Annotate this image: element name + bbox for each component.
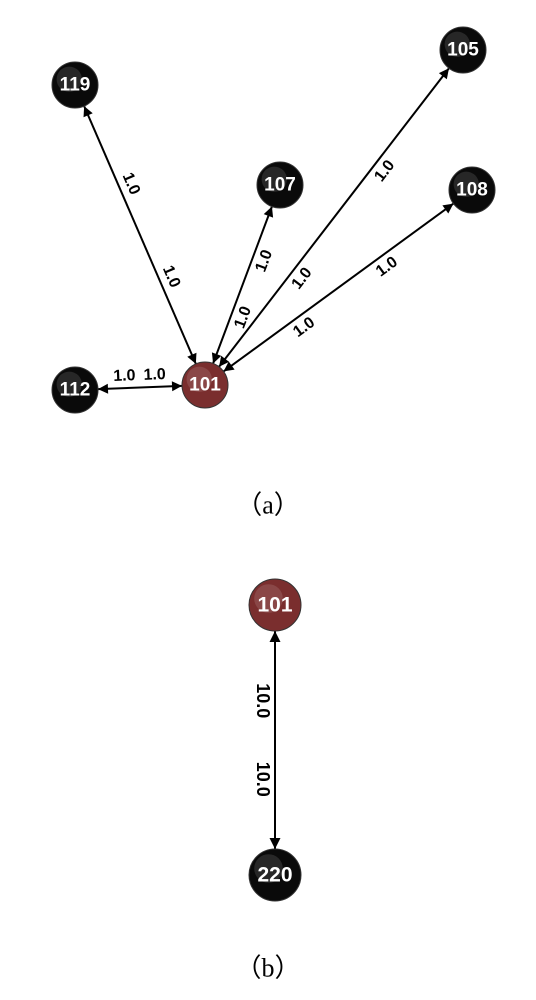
arrowhead	[442, 204, 453, 214]
edge-weight-label: 1.0	[113, 367, 136, 385]
edge-weight-label: 1.0	[371, 157, 398, 185]
node-label: 112	[60, 380, 91, 401]
edge	[98, 386, 182, 389]
arrowhead	[172, 381, 182, 391]
arrowhead	[270, 838, 281, 849]
node-label: 105	[447, 40, 479, 61]
diagram-container: 1.01.01.01.01.01.01.01.01.01.01011121191…	[0, 0, 536, 1000]
edge	[84, 106, 196, 364]
node-label: 220	[257, 864, 292, 887]
subfigure-caption: （b）	[235, 954, 300, 983]
arrowhead	[98, 384, 108, 394]
edge	[224, 204, 454, 372]
graph-canvas: 1.01.01.01.01.01.01.01.01.01.01011121191…	[0, 0, 536, 1000]
edge-weight-label: 1.0	[289, 264, 316, 292]
edge-weight-label: 1.0	[373, 253, 401, 280]
edge-weight-label: 10.0	[253, 762, 273, 797]
edge-weight-label: 10.0	[253, 683, 273, 718]
node-label: 119	[60, 75, 91, 96]
edge	[213, 207, 272, 364]
arrowhead	[439, 68, 449, 79]
node-label: 101	[257, 594, 292, 617]
subfigure-caption: （a）	[236, 491, 300, 520]
arrowhead	[270, 631, 281, 642]
edge-weight-label: 1.0	[290, 314, 318, 341]
node-label: 101	[189, 375, 221, 396]
edge	[219, 68, 449, 367]
node-label: 107	[264, 175, 296, 196]
edge-weight-label: 1.0	[143, 366, 166, 384]
node-label: 108	[456, 180, 488, 201]
